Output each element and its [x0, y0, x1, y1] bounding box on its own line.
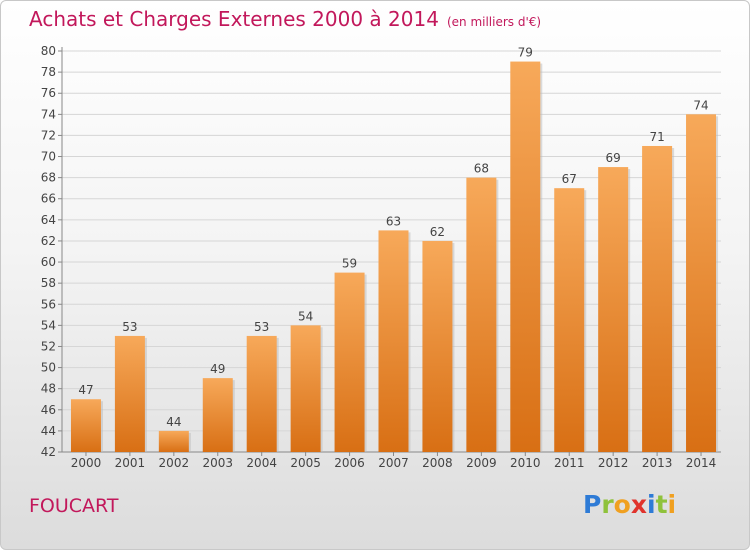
y-tick-label: 70 [41, 150, 56, 164]
value-label: 63 [386, 214, 401, 228]
value-label: 54 [298, 309, 313, 323]
x-tick-label: 2002 [159, 456, 190, 470]
bar [598, 167, 629, 452]
bar [246, 335, 277, 452]
bar [158, 430, 189, 452]
value-label: 49 [210, 362, 225, 376]
value-label: 44 [166, 415, 181, 429]
proxiti-logo[interactable]: Proxiti [583, 490, 676, 519]
y-tick-label: 62 [41, 234, 56, 248]
bar [202, 378, 233, 452]
bar [466, 177, 497, 452]
x-tick-label: 2013 [642, 456, 673, 470]
x-tick-label: 2004 [246, 456, 277, 470]
y-tick-label: 76 [41, 86, 56, 100]
bar [378, 230, 409, 452]
bar [642, 145, 673, 452]
place-name: FOUCART [29, 495, 119, 517]
value-label: 59 [342, 257, 357, 271]
value-label: 62 [430, 225, 445, 239]
logo-letter: o [613, 490, 631, 519]
logo-letter: r [601, 490, 614, 519]
value-label: 47 [78, 383, 93, 397]
x-tick-label: 2000 [71, 456, 102, 470]
x-tick-label: 2003 [202, 456, 233, 470]
y-tick-label: 80 [41, 44, 56, 58]
bar-chart: 42 44 46 48 50 52 54 56 58 60 62 64 66 68 70 72 74 76 78 80… [41, 44, 721, 470]
bar [114, 335, 145, 452]
y-tick-label: 44 [41, 424, 56, 438]
x-tick-label: 2011 [554, 456, 585, 470]
bar [290, 325, 321, 452]
x-tick-label: 2008 [422, 456, 453, 470]
y-tick-label: 46 [41, 403, 56, 417]
value-label: 74 [693, 98, 708, 112]
y-tick-label: 42 [41, 445, 56, 459]
x-tick-label: 2005 [290, 456, 321, 470]
y-tick-label: 78 [41, 65, 56, 79]
logo-letter: i [667, 490, 677, 519]
x-tick-label: 2012 [598, 456, 629, 470]
value-label: 68 [474, 162, 489, 176]
chart-title-text: Achats et Charges Externes 2000 à 2014 [29, 7, 439, 31]
x-tick-label: 2006 [334, 456, 365, 470]
bars [70, 61, 719, 452]
x-tick-label: 2009 [466, 456, 497, 470]
y-tick-label: 52 [41, 339, 56, 353]
y-tick-label: 66 [41, 192, 56, 206]
y-tick-label: 50 [41, 361, 56, 375]
value-label: 67 [562, 172, 577, 186]
logo-letter: x [630, 490, 647, 519]
x-tick-label: 2001 [115, 456, 146, 470]
chart-unit: (en milliers d'€) [446, 15, 542, 29]
value-label: 79 [518, 46, 533, 60]
bar [70, 399, 101, 452]
logo-letter: t [655, 490, 668, 519]
bar [334, 272, 365, 452]
y-tick-label: 68 [41, 171, 56, 185]
y-tick-label: 74 [41, 107, 56, 121]
value-label: 71 [649, 130, 664, 144]
x-tick-label: 2014 [686, 456, 717, 470]
y-tick-label: 72 [41, 128, 56, 142]
value-label: 69 [606, 151, 621, 165]
logo-letter: P [583, 490, 602, 519]
y-tick-label: 64 [41, 213, 56, 227]
bar [422, 240, 453, 452]
y-tick-label: 54 [41, 318, 56, 332]
bar [510, 61, 541, 452]
y-tick-label: 60 [41, 255, 56, 269]
x-tick-label: 2007 [378, 456, 409, 470]
chart-title: Achats et Charges Externes 2000 à 2014 (e… [29, 7, 541, 31]
value-label: 53 [122, 320, 137, 334]
value-label: 53 [254, 320, 269, 334]
y-tick-label: 48 [41, 382, 56, 396]
labels: 42 44 46 48 50 52 54 56 58 60 62 64 66 68 70 72 74 76 78 80… [41, 44, 717, 470]
y-tick-label: 58 [41, 276, 56, 290]
x-tick-label: 2010 [510, 456, 541, 470]
logo-letter: i [647, 490, 656, 519]
bar [554, 188, 585, 452]
y-tick-label: 56 [41, 297, 56, 311]
bar [686, 114, 717, 452]
